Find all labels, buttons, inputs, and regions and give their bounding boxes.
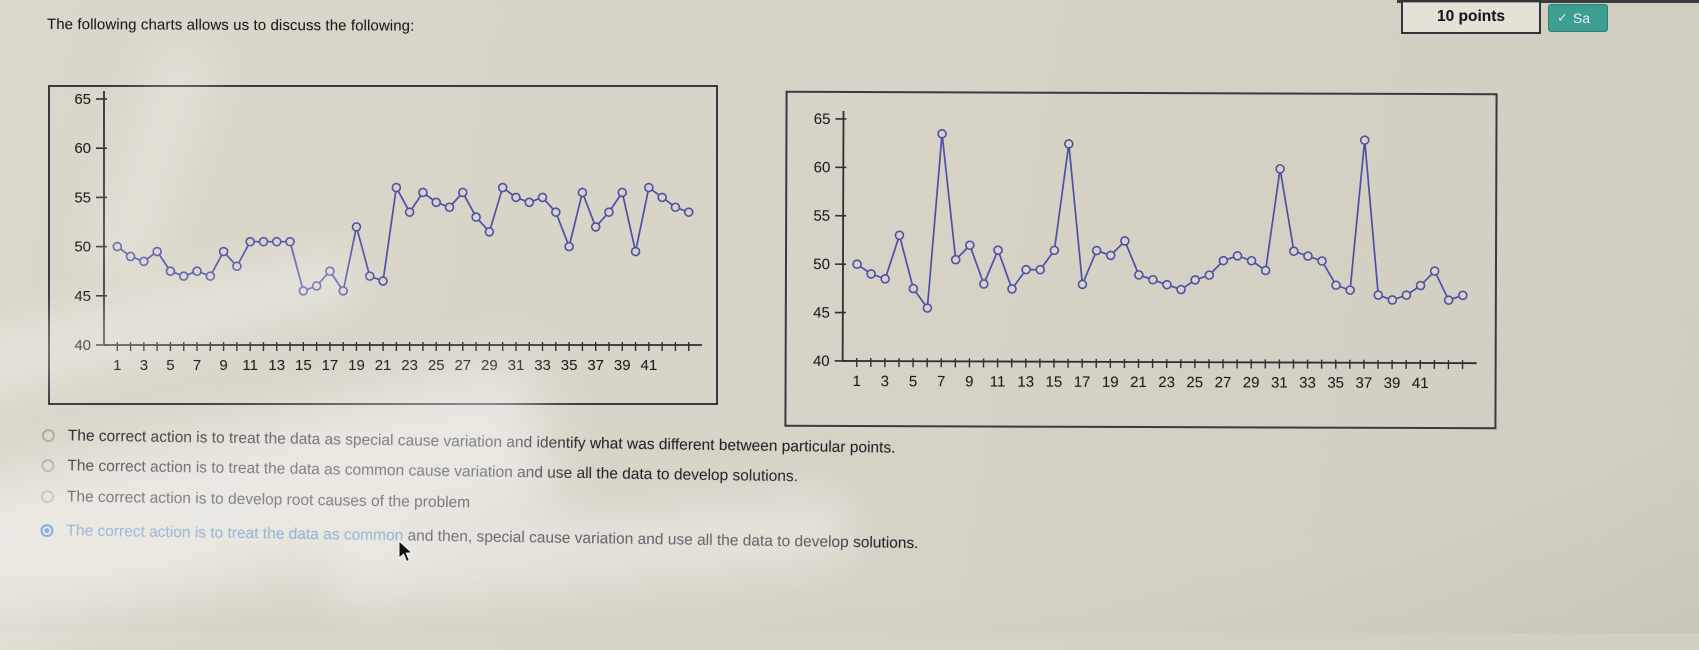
svg-text:7: 7 — [937, 373, 945, 390]
option-label: The correct action is to treat the data … — [66, 522, 918, 554]
svg-text:25: 25 — [1186, 374, 1203, 391]
svg-text:1: 1 — [852, 373, 860, 390]
radio-button[interactable] — [42, 429, 55, 442]
option-label: The correct action is to treat the data … — [68, 426, 896, 458]
svg-text:55: 55 — [813, 208, 830, 225]
svg-text:9: 9 — [965, 373, 973, 390]
option-label-rest: and then, special cause variation and us… — [403, 527, 918, 552]
svg-text:35: 35 — [1327, 375, 1344, 392]
svg-text:39: 39 — [614, 357, 631, 374]
points-badge: 10 points — [1401, 0, 1541, 34]
svg-text:13: 13 — [1017, 374, 1034, 391]
svg-text:41: 41 — [641, 357, 658, 374]
option-label: The correct action is to develop root ca… — [67, 487, 470, 512]
svg-text:40: 40 — [74, 337, 91, 354]
svg-text:3: 3 — [881, 373, 889, 390]
svg-text:65: 65 — [74, 91, 91, 108]
svg-text:21: 21 — [1130, 374, 1147, 391]
svg-text:29: 29 — [481, 357, 498, 374]
svg-text:11: 11 — [990, 373, 1006, 390]
svg-text:39: 39 — [1384, 375, 1401, 392]
svg-text:31: 31 — [508, 357, 525, 374]
svg-text:19: 19 — [1102, 374, 1119, 391]
svg-text:19: 19 — [348, 357, 365, 374]
svg-text:9: 9 — [219, 357, 227, 374]
check-icon: ✓ — [1557, 10, 1568, 26]
svg-text:29: 29 — [1243, 374, 1260, 391]
svg-text:15: 15 — [1046, 374, 1063, 391]
svg-text:31: 31 — [1271, 374, 1288, 391]
svg-text:65: 65 — [814, 111, 831, 128]
svg-text:50: 50 — [813, 256, 830, 273]
svg-text:45: 45 — [74, 288, 91, 305]
radio-button[interactable] — [41, 490, 54, 503]
svg-text:11: 11 — [242, 357, 258, 374]
svg-text:5: 5 — [166, 357, 174, 374]
svg-text:33: 33 — [1299, 375, 1316, 392]
svg-text:33: 33 — [534, 357, 551, 374]
svg-text:17: 17 — [322, 357, 339, 374]
svg-text:60: 60 — [74, 140, 91, 157]
options-list: The correct action is to treat the data … — [40, 426, 1602, 575]
question-text: The following charts allows us to discus… — [47, 16, 415, 35]
radio-button[interactable] — [41, 459, 54, 472]
svg-text:17: 17 — [1074, 374, 1091, 391]
svg-text:40: 40 — [813, 353, 830, 370]
svg-text:15: 15 — [295, 357, 312, 374]
svg-text:60: 60 — [814, 159, 831, 176]
svg-text:23: 23 — [401, 357, 418, 374]
save-button-label: Sa — [1573, 10, 1590, 26]
svg-text:50: 50 — [74, 239, 91, 256]
svg-text:27: 27 — [454, 357, 471, 374]
svg-text:45: 45 — [813, 304, 830, 321]
svg-text:27: 27 — [1215, 374, 1232, 391]
points-label: 10 points — [1437, 8, 1505, 26]
svg-text:37: 37 — [1355, 375, 1372, 392]
svg-text:37: 37 — [587, 357, 604, 374]
svg-text:13: 13 — [268, 357, 285, 374]
answer-option-4[interactable]: The correct action is to treat the data … — [40, 521, 1600, 564]
svg-text:5: 5 — [909, 373, 917, 390]
svg-text:1: 1 — [113, 357, 121, 374]
svg-text:7: 7 — [193, 357, 201, 374]
svg-text:23: 23 — [1158, 374, 1175, 391]
option-label: The correct action is to treat the data … — [67, 457, 798, 487]
svg-text:55: 55 — [74, 189, 91, 206]
option-label-highlight: The correct action is to treat the data … — [66, 523, 403, 545]
radio-button-selected[interactable] — [40, 524, 53, 537]
svg-text:25: 25 — [428, 357, 445, 374]
svg-text:3: 3 — [140, 357, 148, 374]
save-button[interactable]: ✓ Sa — [1548, 4, 1608, 32]
svg-text:35: 35 — [561, 357, 578, 374]
svg-text:41: 41 — [1412, 375, 1429, 392]
svg-text:21: 21 — [375, 357, 392, 374]
